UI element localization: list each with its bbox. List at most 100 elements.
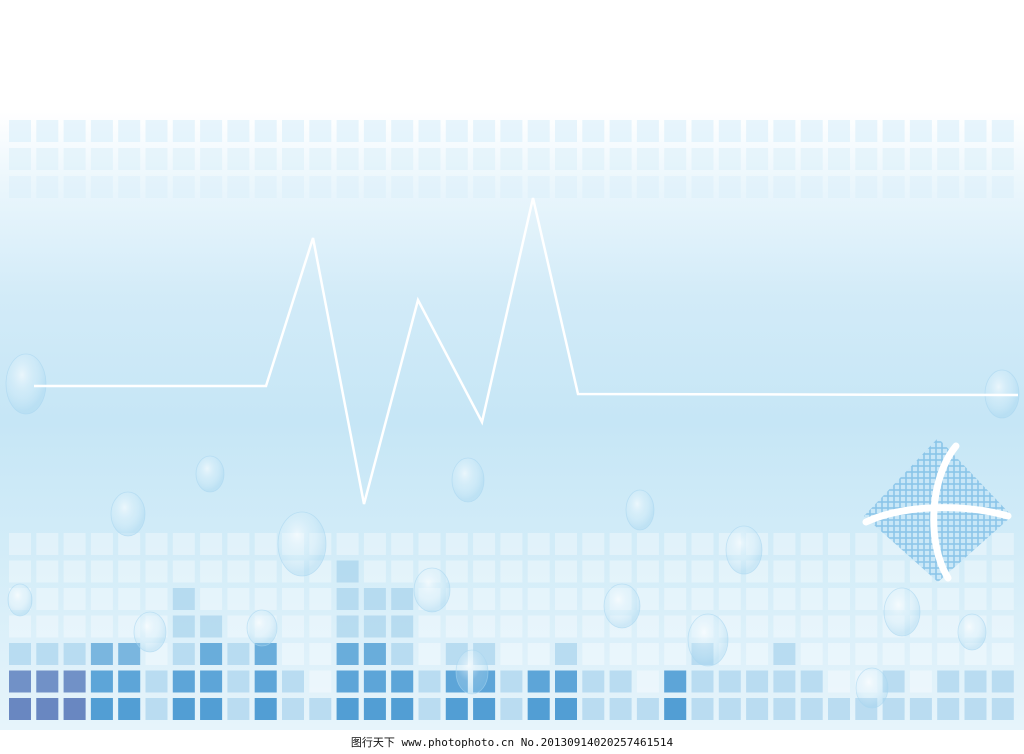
bottom-tile-strong [9, 698, 31, 720]
bottom-tile-faint [309, 643, 332, 665]
bottom-tile-faint [36, 560, 59, 583]
top-tile [909, 176, 932, 198]
bottom-tile [582, 670, 605, 693]
top-tile [527, 120, 550, 142]
top-tile [36, 120, 59, 142]
bottom-tile-faint [828, 670, 850, 693]
bottom-tile [746, 670, 769, 693]
bottom-tile [773, 698, 796, 720]
bottom-tile-faint [500, 533, 523, 555]
bottom-tile-faint [582, 588, 605, 610]
bottom-tile-faint [855, 588, 878, 610]
top-tile [254, 148, 277, 170]
bottom-tile-strong [555, 670, 577, 693]
bottom-tile [773, 643, 796, 665]
top-tile [991, 120, 1014, 142]
bottom-tile-strong [254, 698, 277, 720]
bottom-tile-strong [63, 670, 86, 693]
top-tile [636, 148, 659, 170]
bottom-tile-strong [363, 643, 386, 665]
bottom-tile-strong [336, 670, 359, 693]
bottom-tile-faint [200, 533, 223, 555]
bottom-tile [500, 698, 523, 720]
footer: 图行天下 www.photophoto.cn No.20130914020257… [0, 730, 1024, 754]
bottom-tile-strong [90, 643, 113, 665]
top-tile [609, 148, 632, 170]
bottom-tile-faint [909, 670, 932, 693]
bottom-tile-faint [473, 560, 496, 583]
bottom-tile-faint [773, 533, 796, 555]
bottom-tile-faint [828, 615, 850, 638]
bottom-tile-faint [63, 615, 86, 638]
bottom-tile [828, 698, 850, 720]
bubble [246, 609, 278, 647]
bottom-tile-faint [855, 643, 878, 665]
top-tile [90, 148, 113, 170]
bottom-tile-faint [664, 615, 687, 638]
bottom-tile-faint [473, 533, 496, 555]
bottom-tile-faint [418, 533, 441, 555]
top-tile [145, 176, 168, 198]
top-tile [9, 120, 31, 142]
top-tile [63, 176, 86, 198]
bottom-tile-faint [964, 588, 987, 610]
bottom-tile-faint [9, 615, 31, 638]
bottom-tile-faint [991, 560, 1014, 583]
top-tile [773, 120, 796, 142]
bottom-tile-faint [828, 560, 850, 583]
bottom-tile-faint [527, 533, 550, 555]
top-tile [691, 148, 714, 170]
top-tile [282, 148, 304, 170]
top-tile [200, 176, 223, 198]
top-tile [309, 120, 332, 142]
bottom-tile-strong [36, 698, 59, 720]
top-tile [473, 120, 496, 142]
top-tile [527, 148, 550, 170]
bottom-tile [964, 698, 987, 720]
top-tile [909, 148, 932, 170]
top-tile [718, 176, 741, 198]
bottom-tile [145, 698, 168, 720]
bottom-tile-faint [445, 560, 468, 583]
top-tile [118, 176, 141, 198]
top-tile [746, 120, 769, 142]
bottom-tile-faint [691, 560, 714, 583]
bottom-tile-faint [172, 533, 195, 555]
bottom-tile-faint [800, 588, 823, 610]
top-tile [36, 176, 59, 198]
bottom-tile-faint [991, 533, 1014, 555]
bottom-tile-faint [991, 588, 1014, 610]
bottom-tile-faint [855, 615, 878, 638]
bottom-tile [691, 698, 714, 720]
bubble [855, 667, 889, 709]
top-tile [282, 176, 304, 198]
bottom-tile-faint [36, 533, 59, 555]
bottom-tile-faint [391, 560, 414, 583]
bottom-tile [336, 615, 359, 638]
bottom-tile-faint [363, 533, 386, 555]
top-tile [336, 120, 359, 142]
bottom-tile-faint [227, 560, 250, 583]
bottom-tile-faint [718, 588, 741, 610]
bottom-tile-faint [118, 588, 141, 610]
top-tile [500, 176, 523, 198]
top-tile [555, 120, 577, 142]
bottom-tile-faint [555, 533, 577, 555]
top-tile [882, 120, 905, 142]
top-tile [773, 176, 796, 198]
top-tile [227, 120, 250, 142]
bottom-tile-faint [664, 588, 687, 610]
bottom-tile-strong [118, 698, 141, 720]
bottom-tile-faint [937, 588, 960, 610]
top-tile [118, 120, 141, 142]
top-tile [664, 120, 687, 142]
bottom-tile [9, 643, 31, 665]
bottom-tile-strong [90, 698, 113, 720]
top-tile [609, 120, 632, 142]
top-tile [418, 120, 441, 142]
bottom-tile-faint [118, 533, 141, 555]
bottom-tile [991, 698, 1014, 720]
top-tile [254, 176, 277, 198]
top-tile [363, 120, 386, 142]
bottom-tile-strong [527, 670, 550, 693]
